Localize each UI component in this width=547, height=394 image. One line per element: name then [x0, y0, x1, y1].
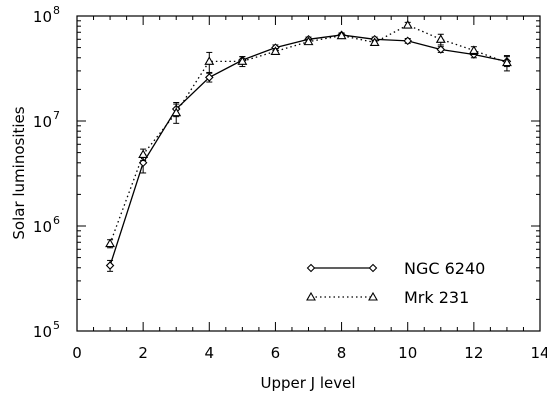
y-tick-label-exponent: 8 — [53, 4, 60, 17]
triangle-marker — [468, 45, 479, 54]
diamond-marker — [403, 36, 412, 46]
diamond-marker — [105, 261, 115, 270]
series-1 — [105, 19, 512, 249]
diamond-marker — [306, 263, 316, 273]
y-tick-label: 10 — [33, 218, 52, 236]
triangle-marker — [138, 149, 149, 159]
axis-ticks — [76, 15, 541, 332]
triangle-marker — [402, 19, 413, 29]
triangle-marker — [369, 37, 380, 46]
x-tick-label: 4 — [205, 344, 215, 362]
plot-frame — [76, 15, 541, 332]
y-tick-label-exponent: 7 — [53, 109, 60, 122]
x-axis-title: Upper J level — [260, 374, 355, 392]
legend: NGC 6240 Mrk 231 — [306, 259, 485, 307]
triangle-marker — [171, 107, 182, 117]
diamond-marker — [368, 263, 378, 273]
triangle-marker — [435, 34, 446, 43]
x-tick-label: 12 — [464, 344, 483, 362]
triangle-marker — [204, 56, 215, 65]
series-layer — [105, 19, 512, 272]
x-tick-label: 6 — [271, 344, 281, 362]
triangle-marker — [336, 30, 347, 40]
triangle-marker — [303, 36, 314, 46]
series-0 — [105, 30, 512, 272]
x-tick-labels: 0 2 4 6 8 10 12 14 — [72, 344, 547, 362]
x-tick-label: 8 — [337, 344, 347, 362]
y-axis-title: Solar luminosities — [10, 106, 28, 239]
y-tick-label-exponent: 6 — [53, 214, 60, 227]
triangle-marker — [270, 46, 281, 55]
series-line — [109, 34, 508, 266]
triangle-marker — [368, 291, 378, 301]
legend-label-mrk231: Mrk 231 — [404, 288, 469, 307]
x-tick-label: 0 — [72, 344, 82, 362]
x-tick-label: 10 — [398, 344, 417, 362]
triangle-marker — [501, 57, 512, 67]
diamond-marker — [205, 73, 214, 82]
y-tick-label: 10 — [33, 113, 52, 131]
series-line — [109, 24, 508, 244]
triangle-marker — [237, 56, 248, 65]
y-tick-label-exponent: 5 — [53, 319, 60, 332]
x-tick-label: 2 — [138, 344, 148, 362]
y-tick-label: 10 — [33, 8, 52, 26]
diamond-marker — [436, 45, 446, 54]
y-tick-label: 10 — [33, 323, 52, 341]
x-tick-label: 14 — [530, 344, 547, 362]
triangle-marker — [306, 291, 316, 301]
triangle-marker — [105, 238, 116, 248]
legend-label-ngc6240: NGC 6240 — [404, 259, 485, 278]
